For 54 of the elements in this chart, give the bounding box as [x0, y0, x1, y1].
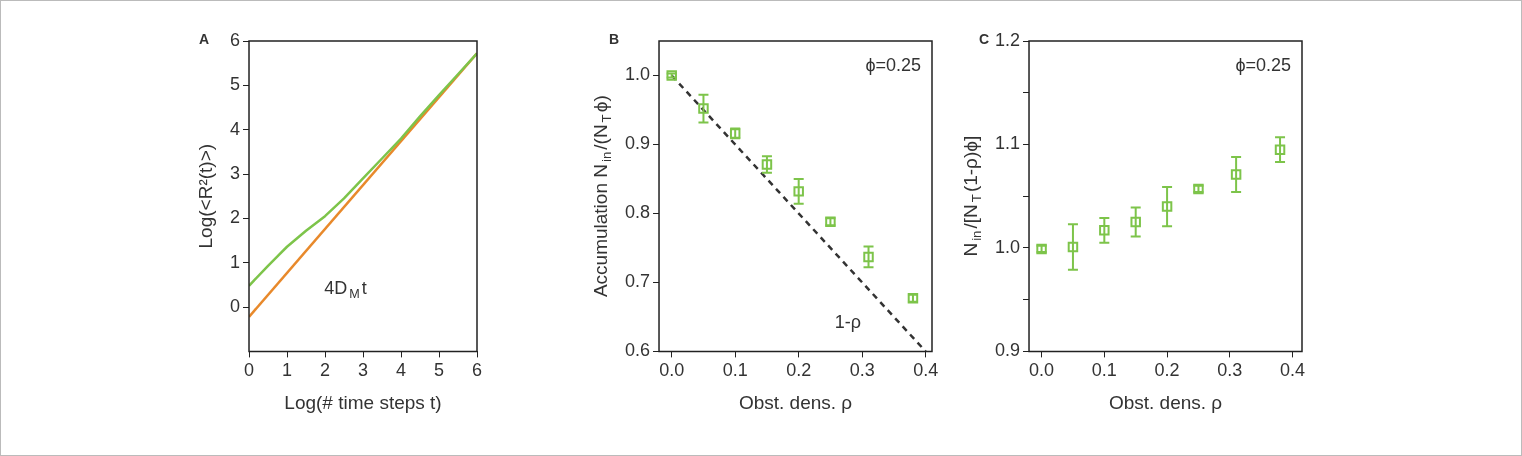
- y-tick-label: 2: [230, 207, 241, 228]
- point: [1130, 216, 1141, 228]
- x-tick-label: 1: [282, 360, 293, 381]
- x-tick-label: 0.2: [1154, 360, 1180, 381]
- x-tick-label: 0.3: [1217, 360, 1243, 381]
- y-tick-label: 1.1: [994, 133, 1021, 154]
- y-tick-label: 3: [230, 163, 241, 183]
- y-tick-label: 0.9: [994, 340, 1021, 361]
- x-tick-label: 0.3: [849, 360, 875, 381]
- point: [1230, 169, 1242, 180]
- point: [1099, 225, 1110, 236]
- annotation: 1-ρ: [834, 312, 862, 333]
- point: [793, 186, 804, 197]
- x-axis-title: Log(# time steps t): [284, 391, 442, 413]
- x-tick-label: 0.4: [913, 360, 939, 381]
- y-axis-title: Nin/[NT(1-ρ)ϕ]: [960, 135, 985, 257]
- point: [1161, 201, 1173, 212]
- annotation: ϕ=0.25: [865, 54, 922, 75]
- y-axis-title: Accumulation Nin/(NTϕ): [590, 95, 615, 298]
- y-axis-title: Log(<R²(t)>): [195, 143, 217, 249]
- point: [698, 103, 709, 114]
- x-tick-label: 6: [471, 360, 483, 381]
- y-tick-label: 1.0: [994, 236, 1021, 257]
- x-tick-label: 4: [396, 360, 407, 381]
- y-tick-label: 5: [230, 74, 241, 95]
- chart-title: A: [198, 30, 210, 47]
- y-tick-label: 6: [230, 29, 241, 50]
- x-tick-label: 3: [358, 360, 369, 381]
- x-axis-title: Obst. dens. ρ: [1108, 391, 1223, 413]
- y-tick-label: 1: [230, 251, 241, 272]
- point: [863, 251, 874, 263]
- y-tick-label: 0.8: [624, 202, 651, 223]
- x-tick-label: 0.2: [786, 360, 812, 381]
- x-tick-label: 2: [320, 360, 331, 381]
- x-tick-label: 0.4: [1280, 360, 1306, 381]
- y-tick-label: 0.9: [624, 133, 651, 154]
- point: [1274, 144, 1286, 155]
- y-tick-label: 1.2: [994, 29, 1021, 50]
- y-tick-label: 4: [230, 118, 241, 139]
- x-tick-label: 0.0: [1029, 360, 1055, 381]
- chart-title: B: [608, 30, 620, 47]
- x-tick-label: 0: [244, 360, 255, 381]
- x-tick-label: 0.1: [1091, 360, 1117, 381]
- annotation: ϕ=0.25: [1235, 54, 1292, 75]
- y-tick-label: 0: [230, 296, 241, 317]
- point: [1067, 241, 1079, 253]
- y-tick-label: 0.6: [624, 340, 651, 361]
- x-tick-label: 0.1: [722, 360, 748, 381]
- x-tick-label: 5: [433, 360, 445, 381]
- y-tick-label: 0.7: [624, 271, 651, 292]
- chart-title: C: [978, 30, 990, 47]
- x-axis-title: Obst. dens. ρ: [738, 391, 853, 413]
- y-tick-label: 1.0: [624, 64, 651, 85]
- x-tick-label: 0.0: [659, 360, 685, 381]
